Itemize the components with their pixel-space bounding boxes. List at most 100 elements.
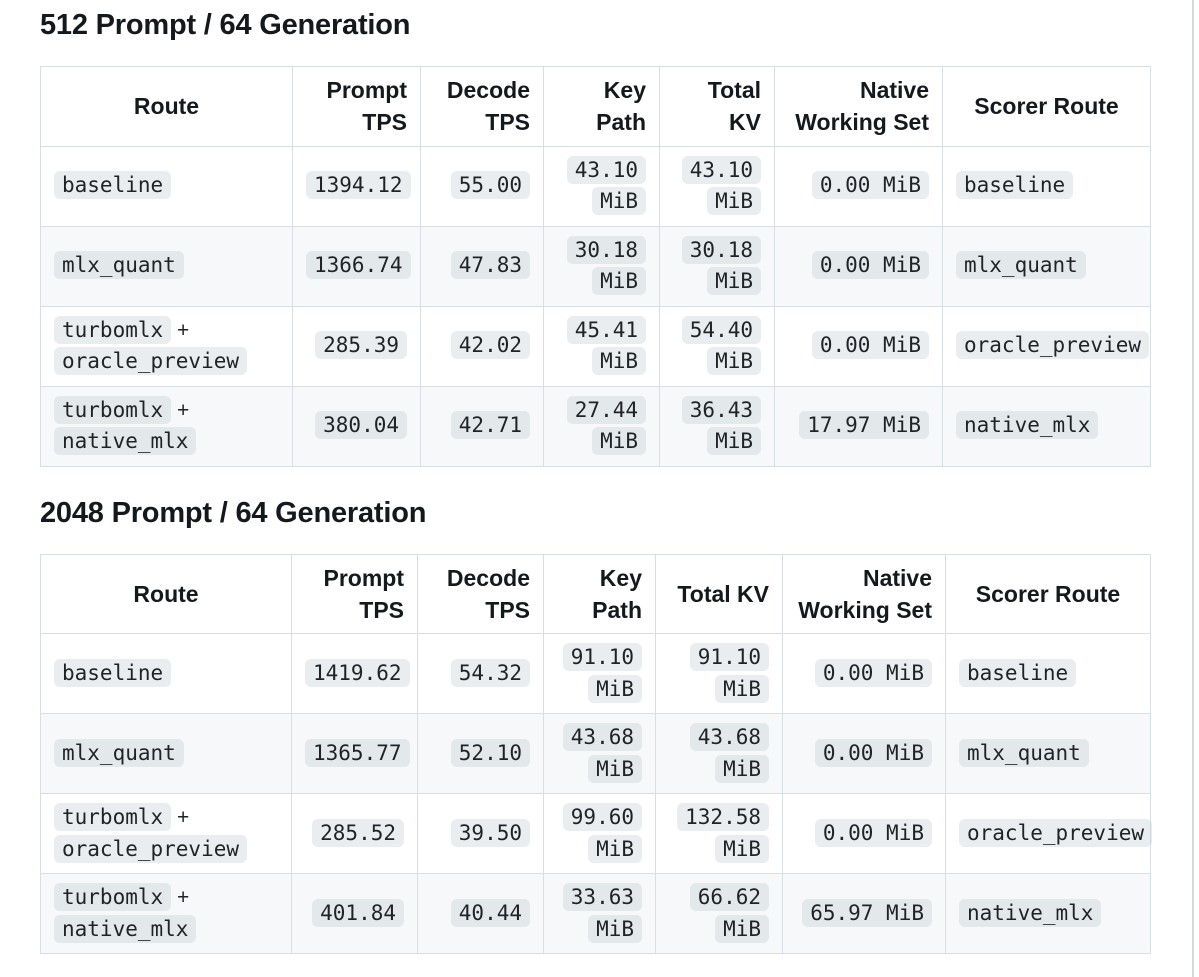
cell-key-path: 33.63 MiB	[543, 873, 656, 955]
plus-separator: +	[171, 318, 190, 342]
inline-code: 43.68 MiB	[562, 723, 642, 783]
inline-code: 30.18 MiB	[681, 235, 761, 296]
inline-code: mlx_quant	[54, 251, 184, 280]
inline-code: 65.97 MiB	[802, 899, 932, 927]
column-header-total-kv: Total KV	[659, 66, 775, 147]
cell-prompt-tps: 285.52	[291, 793, 418, 875]
section-512-prompt: 512 Prompt / 64 Generation Route Prompt T…	[40, 7, 1152, 467]
column-header-native-working-set: Native Working Set	[774, 66, 943, 147]
inline-code: 43.10 MiB	[566, 155, 646, 216]
inline-code: native_mlx	[959, 899, 1102, 927]
inline-code: 0.00 MiB	[811, 251, 929, 280]
inline-code: 285.39	[315, 331, 407, 360]
column-header-prompt-tps: Prompt TPS	[292, 66, 421, 147]
cell-decode-tps: 42.02	[420, 305, 544, 387]
inline-code: 45.41 MiB	[566, 315, 646, 376]
inline-code: 40.44	[450, 899, 530, 927]
inline-code: 36.43 MiB	[681, 395, 761, 456]
inline-code: turbomlx	[54, 395, 172, 424]
inline-code: 54.32	[450, 659, 530, 687]
inline-code: 1365.77	[305, 739, 410, 767]
table-row: turbomlx + oracle_preview 285.39 42.02 45.4…	[40, 305, 1151, 387]
cell-key-path: 27.44 MiB	[543, 385, 660, 467]
window-edge-divider	[1192, 0, 1194, 977]
inline-code: 66.62 MiB	[689, 883, 769, 943]
inline-code: 91.10 MiB	[562, 643, 642, 703]
column-header-decode-tps: Decode TPS	[417, 553, 544, 635]
plus-separator: +	[171, 886, 190, 910]
inline-code: turbomlx	[54, 315, 172, 344]
column-header-decode-tps: Decode TPS	[420, 66, 544, 147]
cell-prompt-tps: 285.39	[292, 305, 421, 387]
cell-decode-tps: 55.00	[420, 145, 544, 227]
section-2048-prompt: 2048 Prompt / 64 Generation Route Prompt …	[40, 495, 1153, 955]
inline-code: baseline	[956, 171, 1074, 200]
inline-code: native_mlx	[54, 914, 197, 943]
inline-code: 132.58 MiB	[677, 803, 769, 863]
cell-total-kv: 132.58 MiB	[655, 793, 783, 875]
cell-total-kv: 30.18 MiB	[659, 225, 775, 307]
section-heading-2048: 2048 Prompt / 64 Generation	[40, 496, 427, 529]
inline-code: 1419.62	[305, 659, 410, 687]
cell-decode-tps: 40.44	[417, 873, 544, 955]
cell-route: turbomlx + native_mlx	[40, 385, 293, 467]
cell-prompt-tps: 401.84	[291, 873, 418, 955]
cell-total-kv: 66.62 MiB	[655, 873, 783, 955]
column-header-route: Route	[40, 66, 293, 147]
table-row: baseline 1394.12 55.00 43.10 MiB 43.10 MiB 0.…	[40, 145, 1151, 227]
column-header-key-path: Key Path	[543, 553, 656, 635]
inline-code: baseline	[54, 659, 172, 687]
column-header-route: Route	[40, 553, 292, 635]
cell-key-path: 99.60 MiB	[543, 793, 656, 875]
cell-decode-tps: 47.83	[420, 225, 544, 307]
inline-code: oracle_preview	[54, 347, 248, 376]
cell-decode-tps: 39.50	[417, 793, 544, 875]
table-row: mlx_quant 1366.74 47.83 30.18 MiB 30.18 MiB 0…	[40, 225, 1151, 307]
markdown-content: 512 Prompt / 64 Generation Route Prompt T…	[40, 7, 1153, 955]
inline-code: 0.00 MiB	[814, 739, 932, 767]
inline-code: mlx_quant	[956, 251, 1086, 280]
inline-code: 401.84	[312, 899, 404, 927]
inline-code: 47.83	[450, 251, 530, 280]
cell-route: baseline	[40, 633, 292, 715]
inline-code: baseline	[54, 171, 172, 200]
column-header-scorer-route: Scorer Route	[942, 66, 1151, 147]
inline-code: native_mlx	[54, 427, 197, 456]
cell-prompt-tps: 1419.62	[291, 633, 418, 715]
table-row: mlx_quant 1365.77 52.10 43.68 MiB 43.68 MiB 0…	[40, 713, 1151, 795]
plus-separator: +	[171, 398, 190, 422]
inline-code: 0.00 MiB	[811, 171, 929, 200]
cell-decode-tps: 42.71	[420, 385, 544, 467]
inline-code: 42.71	[450, 411, 530, 440]
inline-code: 1366.74	[306, 251, 411, 280]
benchmark-table-2048: Route Prompt TPS Decode TPS Key Path Total K…	[40, 553, 1153, 955]
cell-total-kv: 54.40 MiB	[659, 305, 775, 387]
header-row: Route Prompt TPS Decode TPS Key Path Total K…	[40, 553, 1151, 635]
cell-prompt-tps: 1365.77	[291, 713, 418, 795]
plus-separator: +	[171, 806, 190, 830]
inline-code: oracle_preview	[959, 819, 1153, 847]
inline-code: 39.50	[450, 819, 530, 847]
cell-prompt-tps: 1394.12	[292, 145, 421, 227]
cell-prompt-tps: 1366.74	[292, 225, 421, 307]
inline-code: oracle_preview	[956, 331, 1150, 360]
inline-code: 54.40 MiB	[681, 315, 761, 376]
inline-code: 17.97 MiB	[799, 411, 929, 440]
cell-route: baseline	[40, 145, 293, 227]
cell-native-working-set: 0.00 MiB	[782, 793, 946, 875]
cell-native-working-set: 17.97 MiB	[774, 385, 943, 467]
cell-key-path: 30.18 MiB	[543, 225, 660, 307]
cell-total-kv: 91.10 MiB	[655, 633, 783, 715]
cell-native-working-set: 0.00 MiB	[782, 713, 946, 795]
inline-code: 43.10 MiB	[681, 155, 761, 216]
table-row: turbomlx + native_mlx 401.84 40.44 33.63 Mi…	[40, 873, 1151, 955]
cell-key-path: 45.41 MiB	[543, 305, 660, 387]
inline-code: 30.18 MiB	[566, 235, 646, 296]
inline-code: 0.00 MiB	[814, 659, 932, 687]
cell-scorer-route: mlx_quant	[942, 225, 1151, 307]
cell-scorer-route: baseline	[942, 145, 1151, 227]
benchmark-table-512: Route Prompt TPS Decode TPS Key Path Total K…	[40, 66, 1151, 467]
cell-scorer-route: oracle_preview	[942, 305, 1151, 387]
cell-native-working-set: 65.97 MiB	[782, 873, 946, 955]
